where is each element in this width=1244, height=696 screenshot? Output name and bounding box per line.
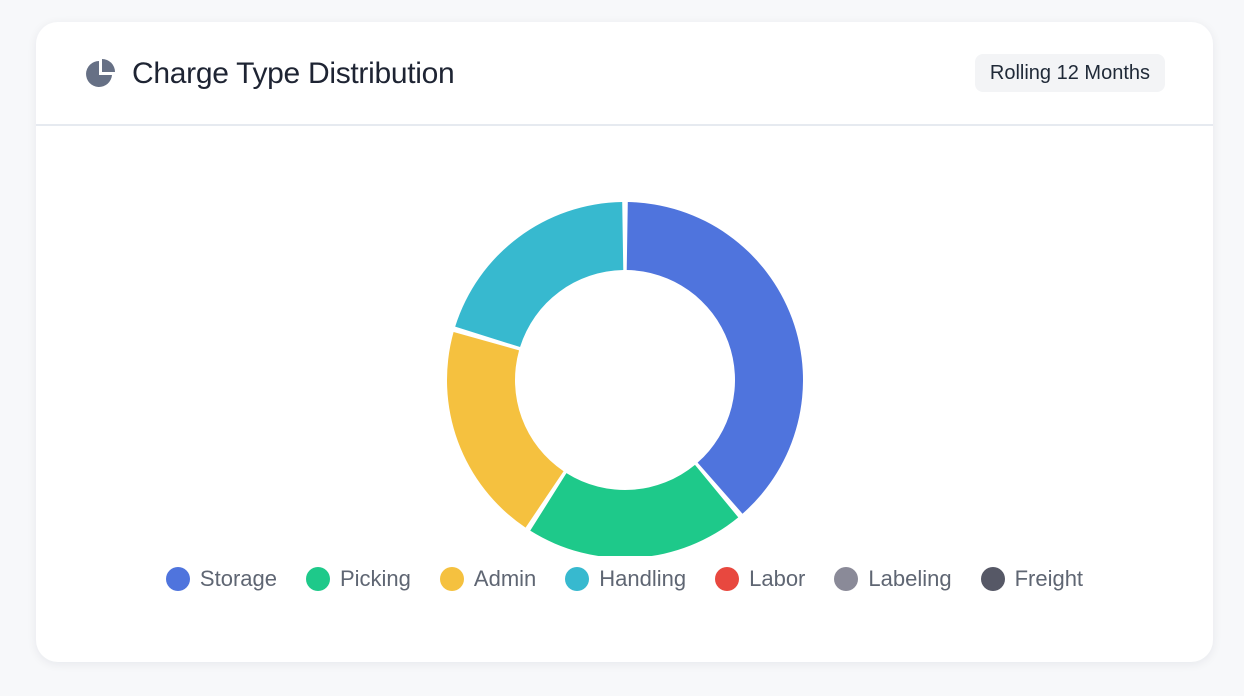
- legend-swatch: [305, 567, 330, 591]
- legend-label: Picking: [339, 566, 411, 591]
- legend-label: Admin: [473, 566, 537, 591]
- legend-label: Labeling: [868, 566, 952, 591]
- donut-chart: [447, 202, 803, 556]
- donut-slice-handling[interactable]: [455, 202, 624, 348]
- chart-area: Storage Picking Admin Handling Labor Labeling…: [36, 126, 1213, 662]
- donut-slice-storage[interactable]: [626, 202, 803, 514]
- legend-swatch: [715, 567, 740, 591]
- legend-item-storage[interactable]: Storage: [165, 566, 277, 592]
- donut-slice-admin[interactable]: [447, 332, 564, 528]
- legend-swatch: [980, 567, 1005, 591]
- charge-type-card: Charge Type Distribution Rolling 12 Mont…: [36, 22, 1213, 662]
- card-header: Charge Type Distribution Rolling 12 Mont…: [36, 22, 1213, 126]
- legend-label: Freight: [1014, 566, 1084, 591]
- legend-swatch: [834, 567, 859, 591]
- legend-item-handling[interactable]: Handling: [565, 566, 686, 592]
- pie-chart-icon: [86, 59, 115, 87]
- legend-swatch: [165, 567, 190, 591]
- legend-swatch: [565, 567, 590, 591]
- legend-item-picking[interactable]: Picking: [305, 566, 411, 592]
- donut-slice-picking[interactable]: [530, 464, 739, 556]
- legend-item-labor[interactable]: Labor: [715, 566, 805, 592]
- legend-item-labeling[interactable]: Labeling: [834, 566, 952, 592]
- legend-item-admin[interactable]: Admin: [439, 566, 537, 592]
- legend-swatch: [439, 567, 464, 591]
- chart-legend: Storage Picking Admin Handling Labor Labeling…: [36, 566, 1213, 592]
- legend-label: Labor: [749, 566, 806, 591]
- legend-label: Storage: [199, 566, 277, 591]
- card-title: Charge Type Distribution: [132, 57, 455, 90]
- period-badge[interactable]: Rolling 12 Months: [974, 54, 1165, 92]
- legend-label: Handling: [599, 566, 687, 591]
- legend-item-freight[interactable]: Freight: [980, 566, 1084, 592]
